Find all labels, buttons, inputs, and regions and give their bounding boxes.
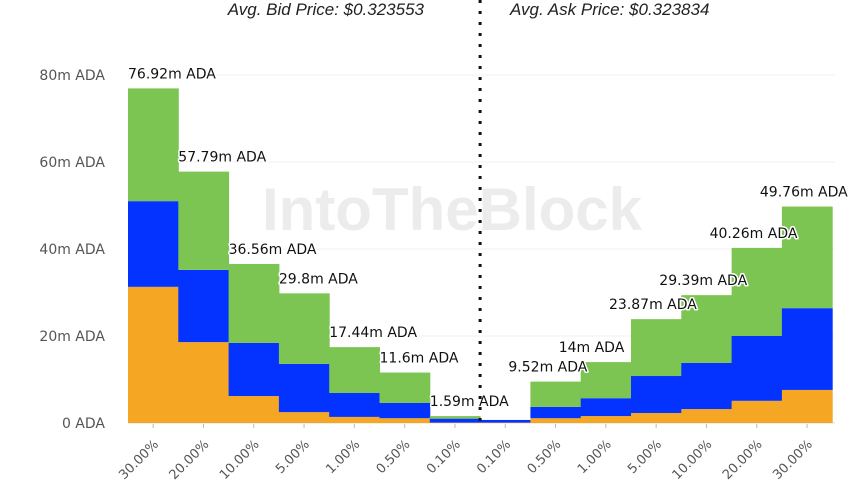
bar-segment-ask-1[interactable] <box>480 419 531 423</box>
x-tick-label: 1.00% <box>323 437 363 477</box>
bar-segment-ask-0[interactable] <box>781 389 833 423</box>
x-tick-label: 30.00% <box>770 437 816 483</box>
bar-segment-bid-0[interactable] <box>379 418 431 423</box>
bar-segment-ask-1[interactable] <box>580 398 632 417</box>
bar-segment-bid-0[interactable] <box>329 416 380 423</box>
y-tick-label: 60m ADA <box>39 155 105 171</box>
bar-segment-bid-0[interactable] <box>128 286 179 423</box>
avg-ask-price: Avg. Ask Price: $0.323834 <box>510 0 710 19</box>
bar-total-label: 9.52m ADA <box>508 360 587 376</box>
bar-segment-bid-2[interactable] <box>278 293 330 364</box>
y-tick-label: 20m ADA <box>39 329 105 345</box>
bar-segment-ask-2[interactable] <box>631 319 682 377</box>
bar-segment-bid-2[interactable] <box>128 88 179 202</box>
bar-segment-ask-2[interactable] <box>731 247 783 336</box>
bar-segment-bid-1[interactable] <box>278 363 330 413</box>
bar-segment-bid-2[interactable] <box>379 372 431 403</box>
bar-segment-ask-0[interactable] <box>530 418 582 423</box>
bar-segment-bid-2[interactable] <box>329 347 380 393</box>
bar-total-label: 49.76m ADA <box>760 185 848 201</box>
x-tick-label: 5.00% <box>625 437 665 477</box>
bar-segment-bid-1[interactable] <box>379 402 431 419</box>
watermark: IntoTheBlock <box>262 176 643 243</box>
x-tick-label: 20.00% <box>167 437 213 483</box>
bar-segment-bid-1[interactable] <box>128 201 179 287</box>
bar-segment-bid-1[interactable] <box>329 392 380 417</box>
bar-segment-bid-0[interactable] <box>178 342 230 423</box>
bar-segment-bid-2[interactable] <box>228 263 280 343</box>
bar-segment-bid-0[interactable] <box>278 412 330 423</box>
bar-segment-ask-1[interactable] <box>631 376 682 413</box>
x-tick-label: 30.00% <box>116 437 162 483</box>
bar-segment-ask-2[interactable] <box>530 381 582 407</box>
bar-total-label: 23.87m ADA <box>609 297 697 313</box>
bar-total-label: 1.59m ADA <box>430 394 509 410</box>
bar-total-label: 76.92m ADA <box>128 66 216 82</box>
bar-total-label: 29.39m ADA <box>659 273 747 289</box>
bar-segment-bid-1[interactable] <box>228 342 280 397</box>
x-tick-label: 1.00% <box>575 437 615 477</box>
bar-segment-bid-2[interactable] <box>178 171 230 270</box>
bar-segment-ask-2[interactable] <box>781 206 833 309</box>
bar-segment-ask-1[interactable] <box>731 336 783 401</box>
bar-segment-ask-2[interactable] <box>681 295 733 363</box>
x-tick-label: 10.00% <box>217 437 263 483</box>
bar-segment-ask-2[interactable] <box>580 362 632 399</box>
x-tick-label: 0.50% <box>525 437 565 477</box>
avg-bid-price: Avg. Bid Price: $0.323553 <box>227 0 424 19</box>
bar-total-label: 57.79m ADA <box>178 150 266 166</box>
bar-total-label: 36.56m ADA <box>229 242 317 258</box>
bar-total-label: 11.6m ADA <box>380 351 459 367</box>
bar-total-label: 40.26m ADA <box>710 226 798 242</box>
bar-segment-ask-0[interactable] <box>731 400 783 423</box>
x-tick-label: 10.00% <box>670 437 716 483</box>
y-tick-label: 80m ADA <box>39 68 105 84</box>
bar-segment-ask-1[interactable] <box>781 308 833 390</box>
bar-total-label: 14m ADA <box>559 340 625 356</box>
x-tick-label: 5.00% <box>273 437 313 477</box>
bar-total-label: 29.8m ADA <box>279 271 358 287</box>
y-tick-label: 40m ADA <box>39 242 105 258</box>
bar-segment-ask-0[interactable] <box>580 416 632 423</box>
bar-segment-ask-0[interactable] <box>681 409 733 423</box>
x-tick-label: 0.10% <box>474 437 514 477</box>
bar-segment-ask-0[interactable] <box>631 412 682 423</box>
bar-segment-ask-1[interactable] <box>530 406 582 419</box>
x-tick-label: 0.10% <box>424 437 464 477</box>
bar-segment-bid-1[interactable] <box>178 269 230 343</box>
x-tick-label: 20.00% <box>720 437 766 483</box>
bar-segment-bid-1[interactable] <box>429 418 481 423</box>
bar-total-label: 17.44m ADA <box>329 325 417 341</box>
bar-segment-bid-0[interactable] <box>228 396 280 423</box>
bar-segment-ask-1[interactable] <box>681 362 733 410</box>
y-tick-label: 0 ADA <box>62 416 105 432</box>
bar-segment-bid-2[interactable] <box>429 416 481 419</box>
x-tick-label: 0.50% <box>374 437 414 477</box>
